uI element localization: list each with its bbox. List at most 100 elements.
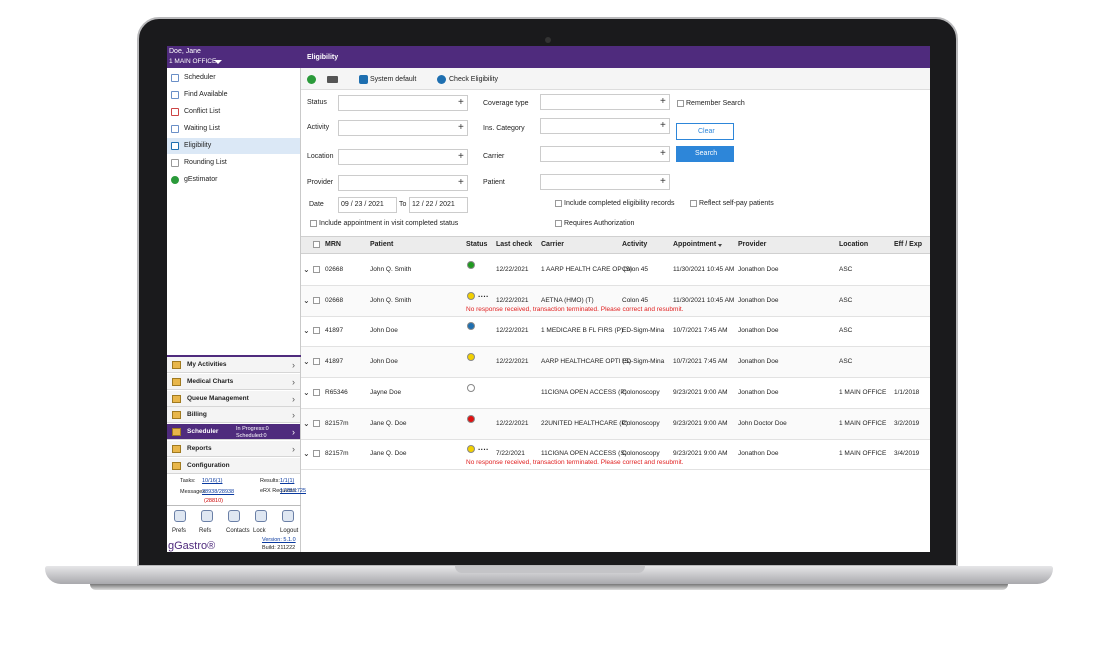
filter-label: Activity — [307, 124, 330, 131]
column-header[interactable]: Status — [466, 241, 488, 248]
module-item[interactable] — [167, 357, 300, 373]
expand-chevron[interactable]: ⌄ — [303, 449, 310, 459]
cell-eff-exp: 3/2/2019 — [894, 419, 920, 427]
checkbox[interactable] — [690, 200, 697, 207]
module-item[interactable] — [167, 457, 300, 474]
status-dot[interactable] — [467, 322, 475, 331]
checkbox[interactable] — [313, 266, 320, 273]
refresh-button[interactable] — [307, 75, 316, 84]
tool-label[interactable]: Lock — [253, 528, 266, 534]
column-header[interactable]: MRN — [325, 241, 341, 248]
expand-chevron[interactable]: ⌄ — [303, 326, 310, 336]
table-row[interactable] — [301, 316, 930, 348]
expand-chevron[interactable]: ⌄ — [303, 418, 310, 428]
checkbox[interactable] — [313, 327, 320, 335]
remember-label[interactable]: Remember Search — [686, 100, 745, 107]
stat-value[interactable]: 10/16(1) — [202, 478, 223, 484]
expand-chevron[interactable]: ⌄ — [303, 357, 310, 367]
tool-label[interactable]: Logout — [280, 528, 299, 534]
tool-icon[interactable] — [228, 510, 240, 522]
checkbox-label[interactable]: Include completed eligibility records — [564, 200, 675, 207]
status-dot[interactable] — [467, 353, 475, 362]
checkbox[interactable] — [555, 220, 562, 227]
checkbox[interactable] — [313, 388, 320, 396]
checkbox[interactable] — [313, 358, 320, 366]
checkbox[interactable] — [555, 200, 562, 207]
stat-value[interactable]: 28938/28938 — [202, 489, 235, 495]
column-header[interactable]: Last check — [496, 241, 533, 248]
status-dot[interactable] — [467, 383, 475, 392]
sidebar-header — [167, 46, 301, 68]
table-row[interactable] — [301, 378, 930, 409]
cell-location: ASC — [839, 296, 853, 304]
checkbox[interactable] — [310, 220, 317, 227]
date-from[interactable] — [338, 197, 397, 213]
module-item[interactable] — [167, 441, 300, 457]
checkbox-label[interactable]: Include appointment in visit completed s… — [319, 220, 459, 227]
status-dot[interactable] — [467, 291, 475, 300]
text-input[interactable] — [540, 146, 670, 162]
column-header[interactable]: Patient — [370, 241, 394, 248]
cell-appointment: 10/7/2021 7:45 AM — [673, 358, 728, 366]
checkbox[interactable] — [313, 296, 320, 304]
module-item[interactable] — [167, 424, 300, 441]
version[interactable]: Version: 5.1.0 — [262, 537, 296, 543]
text-input[interactable] — [540, 118, 670, 134]
column-header[interactable]: Carrier — [541, 241, 564, 248]
stat-value[interactable]: 1725/1725 — [280, 488, 306, 494]
text-input[interactable] — [338, 95, 468, 111]
tool-label[interactable]: Contacts — [226, 528, 250, 534]
clear-button[interactable] — [676, 123, 734, 140]
table-row[interactable] — [301, 408, 930, 440]
expand-chevron[interactable]: ⌄ — [303, 265, 310, 274]
table-row[interactable] — [301, 347, 930, 379]
stat-extra[interactable]: (28810) — [204, 498, 223, 504]
sort-caret — [718, 244, 722, 247]
table-row[interactable] — [301, 439, 930, 471]
nav-item[interactable] — [167, 138, 300, 154]
expand-chevron[interactable]: ⌄ — [303, 295, 310, 305]
text-input[interactable] — [338, 175, 468, 191]
check-eligibility[interactable]: Check Eligibility — [449, 76, 499, 83]
status-dot[interactable] — [467, 414, 475, 423]
status-dot[interactable] — [467, 445, 475, 454]
module-item[interactable] — [167, 373, 300, 390]
checkbox[interactable] — [313, 450, 320, 458]
expand-chevron[interactable]: ⌄ — [303, 387, 310, 397]
cell-last-check: 12/22/2021 — [496, 266, 529, 273]
search-button[interactable] — [676, 146, 734, 162]
print-button[interactable] — [327, 76, 338, 83]
table-row[interactable] — [301, 255, 930, 286]
table-row[interactable] — [301, 285, 930, 317]
nav-label: Eligibility — [184, 142, 212, 149]
text-input[interactable] — [338, 120, 468, 136]
stat-value[interactable]: 1/1(1) — [280, 478, 295, 484]
module-item[interactable] — [167, 407, 300, 424]
column-header[interactable]: Location — [839, 241, 869, 248]
tool-icon[interactable] — [255, 510, 267, 522]
column-header[interactable]: Activity — [622, 241, 648, 248]
text-input[interactable] — [338, 149, 468, 165]
checkbox[interactable] — [313, 241, 320, 248]
checkbox-label[interactable]: Requires Authorization — [564, 220, 635, 227]
module-item[interactable] — [167, 390, 300, 407]
text-input[interactable] — [540, 94, 670, 110]
tool-icon[interactable] — [201, 510, 213, 522]
status-dot[interactable] — [467, 261, 475, 269]
column-header[interactable]: Provider — [738, 241, 767, 248]
tool-icon[interactable] — [174, 510, 186, 522]
text-input[interactable] — [540, 174, 670, 190]
checkbox[interactable] — [313, 419, 320, 427]
date-to[interactable] — [409, 197, 468, 213]
tool-label[interactable]: Prefs — [172, 528, 187, 534]
column-header[interactable]: Eff / Exp — [894, 241, 923, 248]
checkbox[interactable] — [677, 100, 684, 107]
column-header[interactable]: Appointment — [673, 241, 717, 248]
tool-label[interactable]: Refs — [199, 528, 212, 534]
user-office[interactable]: 1 MAIN OFFICE — [169, 58, 217, 65]
tool-icon[interactable] — [282, 510, 294, 522]
checkbox-label[interactable]: Reflect self-pay patients — [699, 200, 774, 207]
nav-label: Rounding List — [184, 159, 227, 166]
preset-select[interactable]: System default — [370, 76, 417, 83]
